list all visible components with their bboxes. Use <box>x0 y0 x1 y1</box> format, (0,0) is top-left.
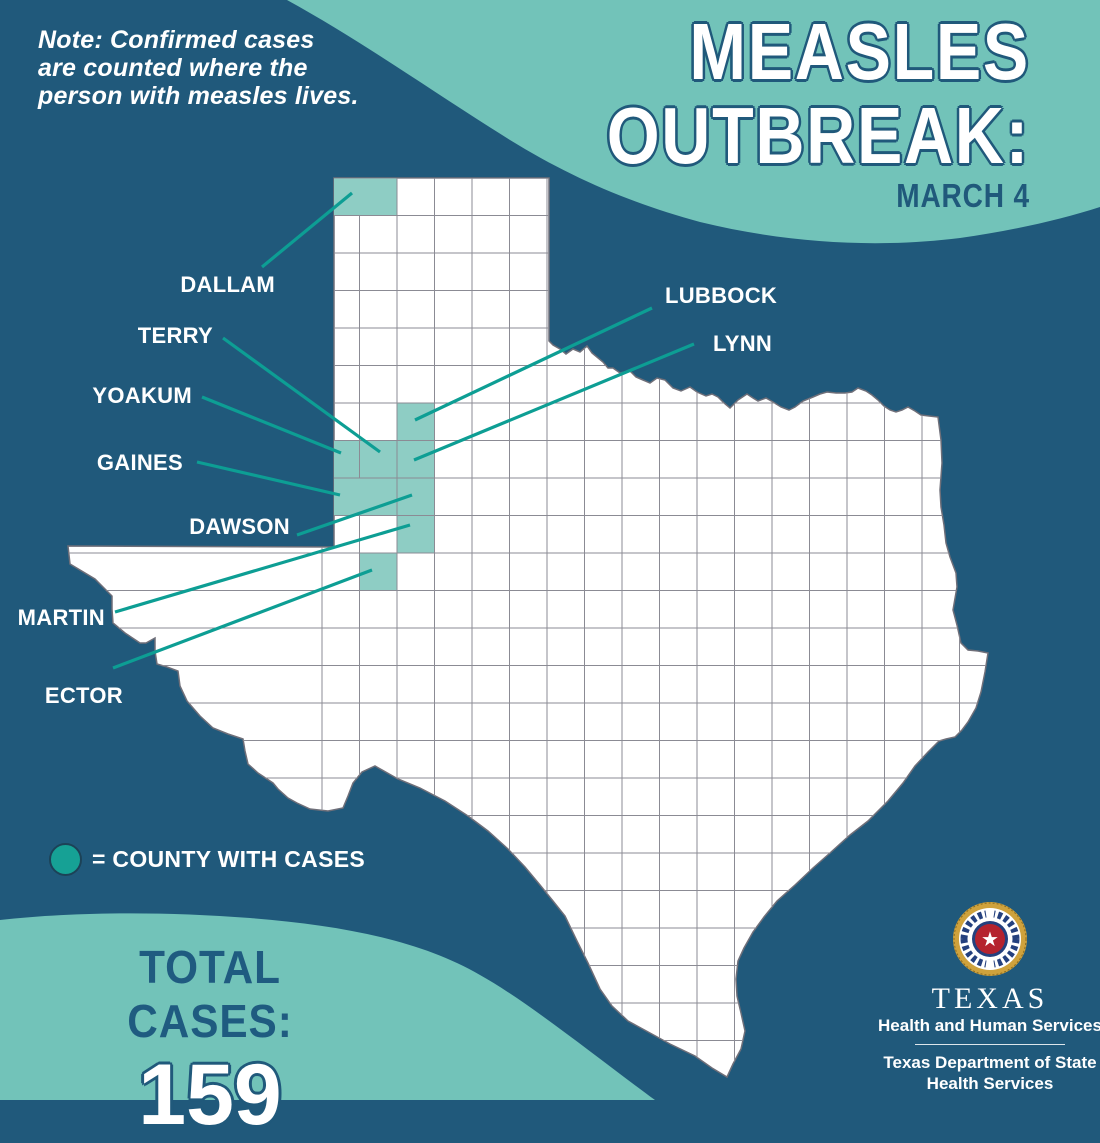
note-line-2: are counted where the <box>38 54 308 82</box>
leader-line-dallam <box>260 191 354 269</box>
total-cases-label: TOTAL CASES: <box>127 941 293 1047</box>
county-labels: DALLAM LUBBOCK LYNN TERRY YOAKUM GAINES DAWSON… <box>18 272 777 708</box>
leader-line-terry <box>222 336 381 454</box>
logo-dept-line-2: Health Services <box>926 1074 1054 1093</box>
county-highlight-martin <box>396 515 435 554</box>
title-line-2: OUTBREAK: <box>606 91 1030 180</box>
background-waves <box>0 0 1100 1100</box>
leader-line-ector <box>112 568 373 670</box>
note-line-3: person with measles lives. <box>38 82 359 110</box>
logo-dept-line-1: Texas Department of State <box>883 1053 1097 1072</box>
county-label-ector: ECTOR <box>45 683 123 708</box>
leader-line-lubbock <box>414 306 653 422</box>
county-label-lynn: LYNN <box>713 331 772 356</box>
county-label-gaines: GAINES <box>97 450 183 475</box>
county-label-yoakum: YOAKUM <box>92 383 192 408</box>
top-right-wave <box>287 0 1100 244</box>
title-block: MEASLES OUTBREAK: MARCH 4 <box>607 10 1030 214</box>
texas-hhs-logo: ★ TEXAS Health and Human Services Texas … <box>870 900 1100 1094</box>
logo-divider <box>915 1044 1065 1045</box>
legend-label: = COUNTY WITH CASES <box>92 846 365 872</box>
county-highlight-terry <box>359 440 398 479</box>
county-with-cases-dot-icon <box>49 843 82 876</box>
total-cases-value: 159 <box>138 1047 282 1143</box>
bottom-left-wave <box>0 913 655 1100</box>
note-text: Note: Confirmed cases are counted where … <box>38 26 359 110</box>
leader-line-yoakum <box>201 395 342 455</box>
county-label-terry: TERRY <box>138 323 213 348</box>
county-label-dallam: DALLAM <box>180 272 275 297</box>
seal-star-icon: ★ <box>981 929 999 951</box>
county-label-martin: MARTIN <box>18 605 105 630</box>
logo-sub-name: Health and Human Services <box>878 1016 1100 1035</box>
title-date: MARCH 4 <box>896 177 1030 214</box>
note-line-1: Note: Confirmed cases <box>38 26 315 54</box>
county-label-lubbock: LUBBOCK <box>665 283 777 308</box>
leader-lines <box>112 191 695 670</box>
leader-line-martin <box>114 523 411 614</box>
texas-county-map: DALLAM LUBBOCK LYNN TERRY YOAKUM GAINES DAWSON… <box>18 177 989 1078</box>
leader-line-lynn <box>413 342 695 462</box>
leader-line-gaines <box>196 460 341 497</box>
county-label-dawson: DAWSON <box>189 514 290 539</box>
total-cases-block: TOTAL CASES: 159 <box>55 940 365 1143</box>
title-line-1: MEASLES <box>689 7 1030 96</box>
legend: = COUNTY WITH CASES <box>49 843 469 877</box>
texas-state-seal-icon: ★ <box>953 902 1027 976</box>
logo-org-name: TEXAS <box>931 982 1049 1015</box>
county-highlight-lubbock <box>396 402 435 441</box>
leader-line-dawson <box>296 493 413 537</box>
